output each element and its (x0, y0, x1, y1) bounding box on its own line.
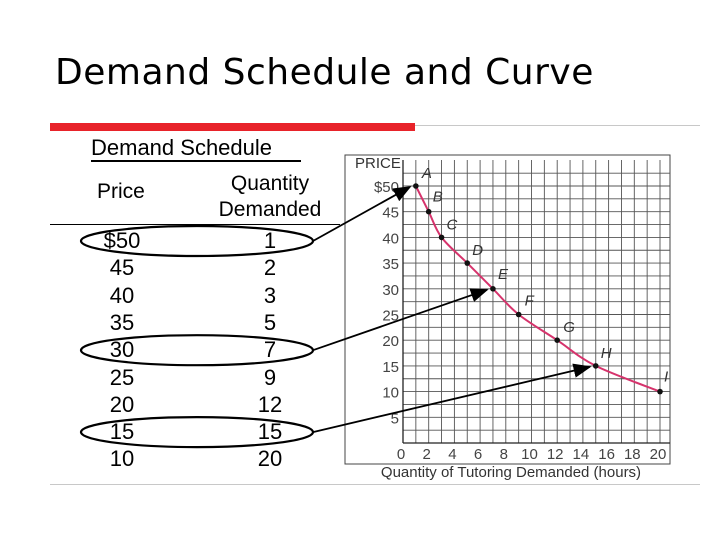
bottom-rule (50, 484, 700, 485)
schedule-qty-cell: 1 (263, 228, 277, 253)
row-to-point-arrow (312, 363, 592, 433)
data-point (592, 363, 599, 369)
y-tick-label: $50 (374, 179, 399, 196)
schedule-price-cell: 40 (109, 282, 135, 308)
y-tick-label: 40 (382, 230, 399, 247)
y-axis-label: PRICE (355, 155, 401, 172)
data-point-label: I (664, 369, 668, 386)
data-point-label: D (472, 242, 483, 259)
x-tick-label: 8 (500, 446, 508, 463)
row-to-point-arrow (312, 186, 412, 242)
x-tick-label: 18 (624, 446, 641, 463)
y-tick-label: 45 (382, 205, 399, 222)
schedule-price-cell: 25 (109, 364, 135, 390)
schedule-qty-cell: 12 (257, 391, 283, 417)
schedule-qty-cell: 2 (263, 255, 277, 281)
row-highlight-ellipse (79, 334, 315, 367)
x-tick-label: 12 (547, 446, 564, 463)
chart-frame (344, 154, 671, 465)
x-tick-label: 16 (598, 446, 615, 463)
row-to-point-arrow (312, 288, 489, 352)
schedule-qty-cell: 15 (257, 419, 283, 445)
y-tick-label: 20 (382, 333, 399, 350)
data-point (438, 234, 445, 241)
data-point (554, 337, 560, 344)
data-point (490, 286, 496, 292)
header-rule (50, 224, 340, 225)
schedule-qty-cell: 20 (257, 446, 283, 472)
data-point-label: F (525, 293, 535, 310)
y-tick-label: 25 (382, 308, 399, 325)
data-point-label: A (421, 165, 432, 182)
data-point-label: B (433, 189, 443, 206)
schedule-price-cell: 30 (109, 337, 135, 363)
schedule-qty-cell: 9 (263, 364, 277, 390)
schedule-price-cell: 15 (109, 419, 135, 445)
data-point (425, 208, 432, 215)
quantity-header: Quantity Demanded (205, 171, 335, 223)
schedule-qty-cell: 3 (263, 282, 277, 308)
x-tick-label: 4 (448, 446, 456, 463)
schedule-qty-cell: 5 (263, 309, 277, 335)
data-point-label: E (498, 266, 509, 283)
y-tick-label: 5 (391, 410, 399, 427)
y-tick-label: 35 (382, 256, 399, 273)
schedule-price-cell: 10 (109, 446, 135, 472)
x-tick-label: 0 (397, 446, 405, 463)
y-tick-label: 30 (382, 282, 399, 299)
x-tick-label: 20 (650, 446, 667, 463)
x-axis-label: Quantity of Tutoring Demanded (hours) (381, 464, 641, 481)
schedule-price-cell: 35 (109, 309, 135, 335)
schedule-title: Demand Schedule (91, 135, 273, 160)
quantity-header-line1: Quantity (230, 172, 310, 195)
x-tick-label: 10 (521, 446, 538, 463)
red-accent-bar (50, 123, 415, 131)
x-tick-label: 2 (423, 446, 431, 463)
quantity-header-line2: Demanded (218, 198, 322, 221)
data-point (515, 311, 522, 318)
data-point-label: C (447, 216, 458, 233)
row-highlight-ellipse (79, 224, 315, 258)
schedule-price-cell: 45 (109, 255, 135, 281)
data-point (464, 260, 471, 266)
data-point (413, 183, 419, 189)
schedule-title-underline (91, 160, 301, 162)
y-tick-label: 10 (382, 385, 399, 402)
y-tick-label: 15 (382, 359, 399, 376)
data-point (657, 388, 663, 395)
price-header: Price (97, 180, 145, 203)
schedule-price-cell: 20 (109, 391, 135, 417)
x-tick-label: 6 (474, 446, 482, 463)
x-tick-label: 14 (573, 446, 590, 463)
slide-title: Demand Schedule and Curve (55, 52, 594, 93)
schedule-qty-cell: 7 (263, 337, 277, 363)
data-point-label: H (601, 345, 612, 362)
data-point-label: G (563, 319, 575, 336)
row-highlight-ellipse (79, 416, 315, 449)
